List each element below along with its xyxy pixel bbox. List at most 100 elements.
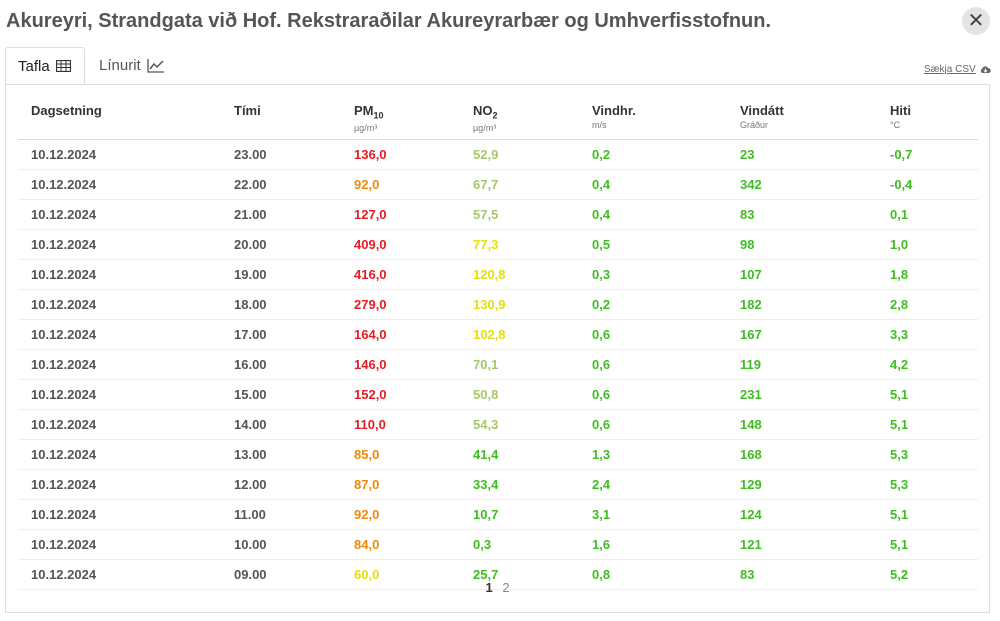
line-chart-icon — [147, 58, 164, 73]
cell-time: 16.00 — [221, 349, 341, 380]
cell-wind-speed: 0,2 — [579, 289, 727, 320]
cell-no2: 25,7 — [460, 559, 579, 590]
cell-temperature: -0,4 — [877, 169, 978, 200]
cell-wind-speed: 0,5 — [579, 229, 727, 260]
table-row: 10.12.2024 19.00 416,0 120,8 0,3 107 1,8 — [18, 259, 978, 290]
cell-pm10: 279,0 — [341, 289, 460, 320]
table-row: 10.12.2024 10.00 84,0 0,3 1,6 121 5,1 — [18, 529, 978, 560]
cell-no2: 120,8 — [460, 259, 579, 290]
page-2-link[interactable]: 2 — [502, 580, 510, 595]
station-title: Akureyri, Strandgata við Hof. Rekstrarað… — [6, 10, 772, 32]
download-csv-label: Sækja CSV — [924, 64, 976, 75]
cell-wind-direction: 148 — [727, 409, 877, 440]
cell-date: 10.12.2024 — [18, 439, 221, 470]
cell-pm10: 136,0 — [341, 139, 460, 170]
table-row: 10.12.2024 21.00 127,0 57,5 0,4 83 0,1 — [18, 199, 978, 230]
cell-temperature: -0,7 — [877, 139, 978, 170]
column-header-wind-direction[interactable]: Vindátt Gráður — [727, 101, 877, 140]
cell-date: 10.12.2024 — [18, 169, 221, 200]
cell-date: 10.12.2024 — [18, 349, 221, 380]
cell-wind-direction: 231 — [727, 379, 877, 410]
cell-temperature: 5,1 — [877, 529, 978, 560]
cell-pm10: 92,0 — [341, 169, 460, 200]
cell-wind-direction: 119 — [727, 349, 877, 380]
cell-date: 10.12.2024 — [18, 409, 221, 440]
cell-date: 10.12.2024 — [18, 289, 221, 320]
cell-temperature: 1,0 — [877, 229, 978, 260]
cell-date: 10.12.2024 — [18, 379, 221, 410]
cell-time: 20.00 — [221, 229, 341, 260]
column-header-time[interactable]: Tími — [221, 101, 341, 140]
cell-wind-speed: 0,8 — [579, 559, 727, 590]
column-header-pm10[interactable]: PM10 µg/m³ — [341, 101, 460, 140]
table-row: 10.12.2024 16.00 146,0 70,1 0,6 119 4,2 — [18, 349, 978, 380]
column-header-wind-speed[interactable]: Vindhr. m/s — [579, 101, 727, 140]
cell-no2: 57,5 — [460, 199, 579, 230]
cell-date: 10.12.2024 — [18, 559, 221, 590]
cell-date: 10.12.2024 — [18, 259, 221, 290]
cell-time: 21.00 — [221, 199, 341, 230]
cell-pm10: 164,0 — [341, 319, 460, 350]
cell-no2: 130,9 — [460, 289, 579, 320]
cell-time: 09.00 — [221, 559, 341, 590]
download-csv-link[interactable]: Sækja CSV — [924, 64, 991, 75]
cell-wind-speed: 0,6 — [579, 379, 727, 410]
cell-wind-direction: 129 — [727, 469, 877, 500]
column-header-temperature[interactable]: Hiti °C — [877, 101, 978, 140]
cell-no2: 0,3 — [460, 529, 579, 560]
cell-date: 10.12.2024 — [18, 529, 221, 560]
cell-temperature: 4,2 — [877, 349, 978, 380]
cell-wind-direction: 342 — [727, 169, 877, 200]
cell-time: 19.00 — [221, 259, 341, 290]
cell-date: 10.12.2024 — [18, 499, 221, 530]
column-header-no2[interactable]: NO2 µg/m³ — [460, 101, 579, 140]
cell-pm10: 146,0 — [341, 349, 460, 380]
cell-temperature: 5,1 — [877, 499, 978, 530]
cell-wind-direction: 182 — [727, 289, 877, 320]
cell-pm10: 84,0 — [341, 529, 460, 560]
table-row: 10.12.2024 11.00 92,0 10,7 3,1 124 5,1 — [18, 499, 978, 530]
unit-wind-direction: Gráður — [740, 120, 769, 130]
tab-line-chart[interactable]: Línurit — [87, 47, 183, 84]
cell-wind-speed: 1,6 — [579, 529, 727, 560]
table-row: 10.12.2024 12.00 87,0 33,4 2,4 129 5,3 — [18, 469, 978, 500]
cell-no2: 102,8 — [460, 319, 579, 350]
page-1-link[interactable]: 1 — [485, 580, 493, 595]
cell-time: 14.00 — [221, 409, 341, 440]
cell-wind-direction: 98 — [727, 229, 877, 260]
cell-pm10: 110,0 — [341, 409, 460, 440]
measurements-table: Dagsetning Tími PM10 µg/m³ NO2 µg/m³ Vin… — [18, 101, 978, 590]
cell-wind-speed: 0,6 — [579, 319, 727, 350]
cell-date: 10.12.2024 — [18, 469, 221, 500]
cell-no2: 10,7 — [460, 499, 579, 530]
cell-wind-direction: 83 — [727, 559, 877, 590]
cell-wind-direction: 167 — [727, 319, 877, 350]
tab-line-chart-label: Línurit — [99, 57, 141, 74]
cell-wind-direction: 168 — [727, 439, 877, 470]
cell-temperature: 5,2 — [877, 559, 978, 590]
cell-wind-speed: 0,4 — [579, 199, 727, 230]
cell-time: 12.00 — [221, 469, 341, 500]
cell-wind-speed: 2,4 — [579, 469, 727, 500]
cell-temperature: 5,1 — [877, 409, 978, 440]
cell-no2: 41,4 — [460, 439, 579, 470]
cell-wind-direction: 121 — [727, 529, 877, 560]
tab-table[interactable]: Tafla — [5, 47, 85, 85]
table-body: 10.12.2024 23.00 136,0 52,9 0,2 23 -0,7 10.12.2… — [18, 139, 978, 590]
cell-wind-speed: 0,6 — [579, 349, 727, 380]
close-button[interactable]: ✕ — [962, 7, 990, 35]
cell-date: 10.12.2024 — [18, 229, 221, 260]
cloud-download-icon — [980, 66, 991, 73]
cell-time: 22.00 — [221, 169, 341, 200]
table-row: 10.12.2024 13.00 85,0 41,4 1,3 168 5,3 — [18, 439, 978, 470]
table-row: 10.12.2024 14.00 110,0 54,3 0,6 148 5,1 — [18, 409, 978, 440]
table-row: 10.12.2024 22.00 92,0 67,7 0,4 342 -0,4 — [18, 169, 978, 200]
cell-wind-speed: 0,4 — [579, 169, 727, 200]
cell-pm10: 152,0 — [341, 379, 460, 410]
cell-wind-speed: 0,3 — [579, 259, 727, 290]
table-icon — [55, 60, 71, 72]
data-panel: Dagsetning Tími PM10 µg/m³ NO2 µg/m³ Vin… — [5, 84, 990, 613]
column-header-date[interactable]: Dagsetning — [18, 101, 221, 140]
cell-time: 10.00 — [221, 529, 341, 560]
unit-temperature: °C — [890, 120, 901, 130]
